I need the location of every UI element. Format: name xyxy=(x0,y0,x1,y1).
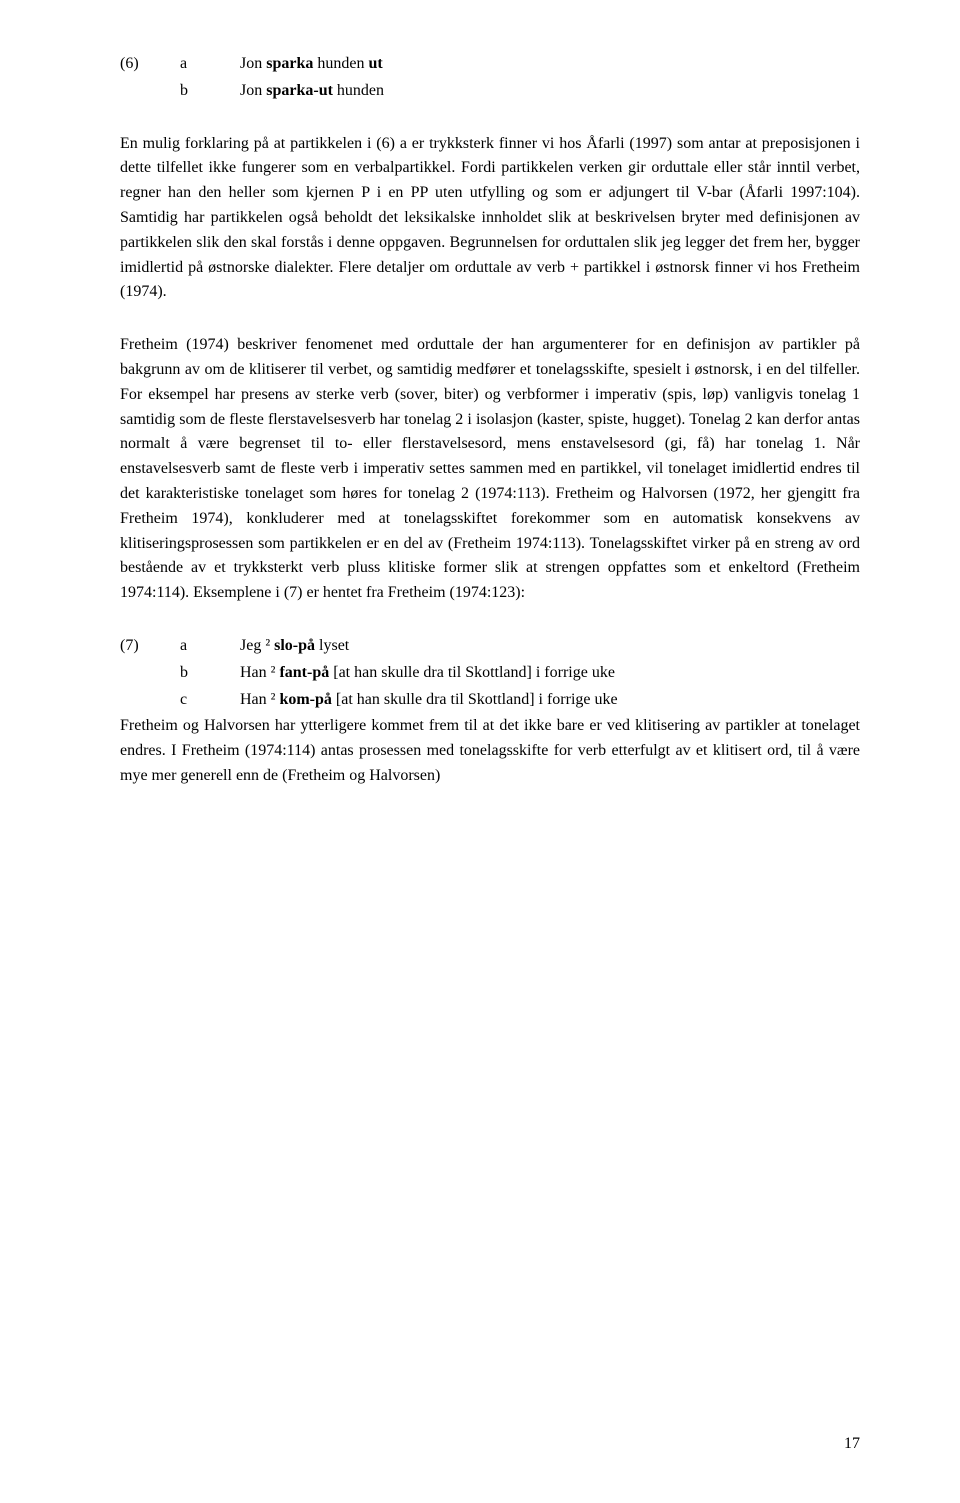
example-letter: c xyxy=(180,688,240,713)
example-text: Han ² fant-på [at han skulle dra til Sko… xyxy=(240,661,860,686)
example-text: Jon sparka-ut hunden xyxy=(240,79,860,104)
example-text: Jon sparka hunden ut xyxy=(240,52,860,77)
example-letter: a xyxy=(180,52,240,77)
example-text: Jeg ² slo-på lyset xyxy=(240,634,860,659)
paragraph-3: Fretheim og Halvorsen har ytterligere ko… xyxy=(120,714,860,788)
example-number-blank xyxy=(120,688,180,713)
paragraph-1: En mulig forklaring på at partikkelen i … xyxy=(120,132,860,306)
example-number: (6) xyxy=(120,52,180,77)
example-letter: b xyxy=(180,661,240,686)
example-6a-line: (6) a Jon sparka hunden ut xyxy=(120,52,860,77)
example-number-blank xyxy=(120,79,180,104)
paragraph-2: Fretheim (1974) beskriver fenomenet med … xyxy=(120,333,860,606)
example-letter: a xyxy=(180,634,240,659)
example-7b-line: b Han ² fant-på [at han skulle dra til S… xyxy=(120,661,860,686)
example-number: (7) xyxy=(120,634,180,659)
example-letter: b xyxy=(180,79,240,104)
page-container: (6) a Jon sparka hunden ut b Jon sparka-… xyxy=(0,0,960,1503)
example-6: (6) a Jon sparka hunden ut b Jon sparka-… xyxy=(120,52,860,104)
example-7: (7) a Jeg ² slo-på lyset b Han ² fant-på… xyxy=(120,634,860,712)
example-text: Han ² kom-på [at han skulle dra til Skot… xyxy=(240,688,860,713)
example-number-blank xyxy=(120,661,180,686)
example-7a-line: (7) a Jeg ² slo-på lyset xyxy=(120,634,860,659)
example-6b-line: b Jon sparka-ut hunden xyxy=(120,79,860,104)
example-7c-line: c Han ² kom-på [at han skulle dra til Sk… xyxy=(120,688,860,713)
page-number: 17 xyxy=(844,1432,860,1457)
